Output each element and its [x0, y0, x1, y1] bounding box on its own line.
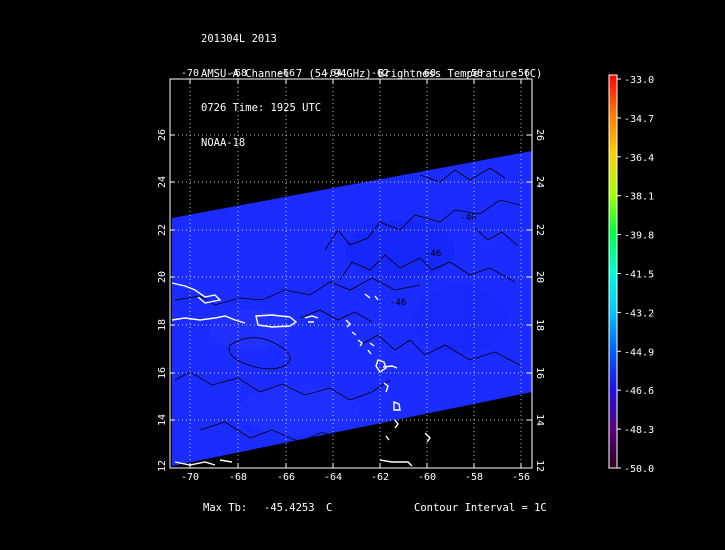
lat-tick-label-left: 14: [157, 414, 168, 426]
colorbar-labels: -33.0 -34.7 -36.4 -38.1 -39.8 -41.5 -43.2 -44.9…: [617, 75, 654, 475]
lat-tick-label-left: 20: [157, 271, 168, 283]
lat-tick-label-right: 18: [534, 319, 545, 331]
puerto-rico: [255, 314, 298, 328]
barbados: [424, 432, 431, 443]
lon-tick-label-top: -62: [371, 68, 389, 79]
hispaniola-south-coast: [171, 315, 246, 324]
longitude-labels-bottom: -70 -68 -66 -64 -62 -60 -58 -56: [181, 472, 530, 483]
latitude-labels-right: 14 16 18 20 22 24 26 12: [534, 129, 545, 472]
contour-lines: [174, 167, 521, 443]
lat-lon-grid: [170, 79, 532, 468]
longitude-labels-top: -70 -68 -66 -64 -62 -60 -58 -56: [181, 68, 530, 79]
lat-tick-label-right: 14: [534, 414, 545, 426]
anguilla: [345, 319, 351, 328]
les-saintes: [382, 365, 398, 369]
colorbar-label: -39.8: [624, 231, 654, 242]
lat-tick-label-right: 22: [534, 224, 545, 236]
lon-tick-label-top: -56: [512, 68, 530, 79]
lat-tick-label-right: 16: [534, 367, 545, 379]
colorbar-label: -48.3: [624, 425, 654, 436]
coastlines: [171, 282, 431, 467]
lon-tick-label-bottom: -64: [324, 472, 342, 483]
dominica: [383, 382, 389, 393]
swath-texture: [210, 220, 505, 435]
montserrat: [367, 349, 372, 355]
cuba-fragment: [364, 293, 379, 301]
colorbar-label: -38.1: [624, 192, 654, 203]
title-block: 201304L 2013 AMSU-A Channel 7 (54.94GHz)…: [201, 11, 542, 161]
axis-ticks: [170, 79, 532, 468]
barbuda: [369, 342, 375, 347]
lon-tick-label-bottom: -60: [418, 472, 436, 483]
max-tb-unit: C: [326, 502, 333, 514]
channel-title: AMSU-A Channel 7 (54.94GHz) Brightness T…: [201, 67, 543, 80]
antigua: [357, 339, 363, 347]
map-frame: [169, 78, 533, 469]
colorbar-label: -36.4: [624, 153, 654, 164]
lon-tick-label-top: -66: [277, 68, 295, 79]
colorbar-label: -44.9: [624, 347, 654, 358]
lon-tick-label-bottom: -62: [371, 472, 389, 483]
hispaniola-coast: [171, 282, 222, 304]
lat-tick-label-left: 12: [157, 460, 168, 472]
max-tb-value: -45.4253: [264, 502, 315, 514]
lon-tick-label-bottom: -70: [181, 472, 199, 483]
lon-tick-label-top: -64: [324, 68, 342, 79]
lat-tick-label-right: 26: [534, 129, 545, 141]
st-kitts: [351, 331, 357, 336]
guadeloupe: [375, 359, 387, 373]
contour-label: -46: [460, 213, 476, 223]
colorbar-label: -41.5: [624, 270, 654, 281]
lon-tick-label-top: -68: [229, 68, 247, 79]
colorbar-label: -50.0: [624, 464, 654, 475]
storm-id: 201304L 2013: [201, 33, 277, 45]
lat-tick-label-right: 12: [534, 460, 545, 472]
colorbar: [608, 74, 618, 469]
colorbar-label: -34.7: [624, 114, 654, 125]
satellite-label: NOAA-18: [201, 136, 246, 149]
lat-tick-label-left: 16: [157, 367, 168, 379]
lon-tick-label-bottom: -68: [229, 472, 247, 483]
lon-tick-label-bottom: -56: [512, 472, 530, 483]
time-label: 0726 Time: 1925 UTC: [201, 102, 322, 114]
colorbar-label: -43.2: [624, 308, 654, 319]
contour-label: -46: [390, 298, 406, 308]
lat-tick-label-left: 24: [157, 176, 168, 188]
lon-tick-label-top: -60: [418, 68, 436, 79]
grenada: [385, 435, 390, 441]
contour-interval: Contour Interval = 1C: [414, 502, 547, 514]
lon-tick-label-top: -58: [465, 68, 483, 79]
venezuela-coast: [174, 459, 233, 466]
max-tb-label: Max Tb:: [203, 502, 248, 514]
lat-tick-label-left: 26: [157, 129, 168, 141]
st-lucia: [394, 419, 399, 429]
lat-tick-label-left: 18: [157, 319, 168, 331]
lon-tick-label-top: -70: [181, 68, 199, 79]
colorbar-label: -33.0: [624, 75, 654, 86]
lon-tick-label-bottom: -58: [465, 472, 483, 483]
lat-tick-label-right: 24: [534, 176, 545, 188]
lat-tick-label-right: 20: [534, 271, 545, 283]
lon-tick-label-bottom: -66: [277, 472, 295, 483]
virgin-islands: [304, 315, 319, 323]
latitude-labels-left: 14 16 18 20 22 24 26 12: [157, 129, 168, 472]
colorbar-label: -46.6: [624, 386, 654, 397]
martinique: [393, 400, 401, 411]
trinidad: [379, 459, 413, 467]
lat-tick-label-left: 22: [157, 224, 168, 236]
contour-label: -46: [425, 249, 441, 259]
